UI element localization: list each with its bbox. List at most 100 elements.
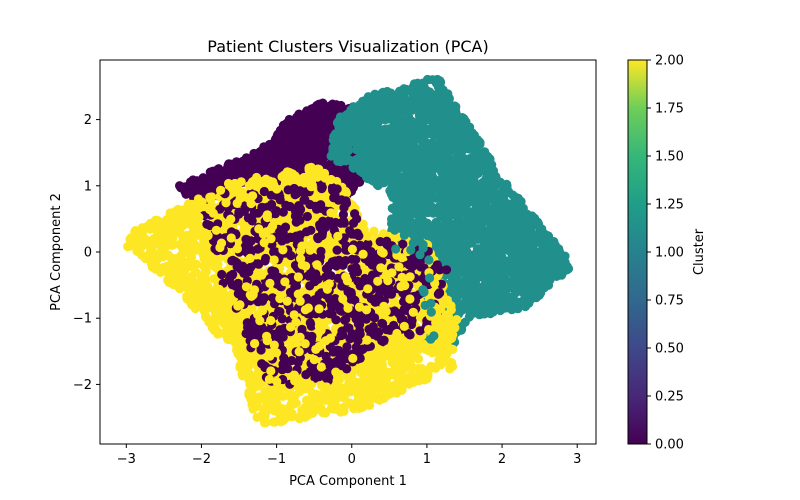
scatter-point [540,264,550,274]
scatter-point [435,76,445,86]
scatter-point [417,91,427,102]
scatter-point [319,111,330,121]
scatter-point [303,110,313,120]
scatter-point [500,283,510,293]
scatter-point [278,125,288,136]
scatter-point [490,261,500,271]
scatter-point [180,182,190,193]
scatter-point [262,163,272,173]
scatter-point [332,101,342,111]
scatter-point [324,161,334,171]
scatter-point [440,242,450,252]
scatter-point [205,167,215,177]
scatter-point [439,226,450,236]
scatter-point [318,141,328,151]
scatter-point [254,161,264,171]
scatter-point [277,159,287,169]
scatter-point [230,168,240,178]
scatter-point [478,256,489,266]
scatter-point [480,201,490,212]
scatter-point [300,156,310,166]
scatter-point [508,249,518,259]
scatter-point [264,139,275,150]
scatter-point [451,220,461,230]
scatter-point [460,138,470,148]
scatter-point [326,122,336,132]
scatter-point [531,258,541,268]
scatter-point [314,99,324,109]
scatter-point [504,296,514,306]
scatter-point [408,125,419,135]
scatter-point [413,117,423,127]
scatter-point [298,139,308,150]
scatter-point [300,149,310,159]
scatter-point [463,298,473,308]
scatter-point [344,172,354,182]
scatter-point [271,134,281,144]
scatter-point [462,207,472,217]
scatter-point [239,165,249,176]
scatter-point [517,296,528,306]
scatter-point [555,266,565,276]
scatter-point [486,237,496,247]
scatter-point [517,223,527,233]
scatter-point [286,125,296,135]
scatter-point [526,218,536,228]
scatter-point [315,120,325,130]
scatter-point [473,244,483,254]
scatter-point [310,153,320,163]
scatter-point [210,173,221,183]
scatter-point [452,241,463,251]
scatter-point [192,182,202,192]
scatter-point [540,229,550,239]
scatter-point [459,114,469,124]
scatter-point [464,312,474,322]
scatter-point [492,303,502,313]
scatter-point [342,109,352,120]
scatter-point [554,256,565,266]
scatter-point [501,229,511,239]
scatter-point [500,274,510,284]
scatter-point [309,138,319,148]
scatter-point [413,354,424,364]
scatter-point [287,151,298,162]
scatter-point [468,159,478,169]
scatter-point [518,203,528,213]
scatter-point [518,269,528,279]
scatter-point [492,252,502,262]
scatter-point [452,169,462,179]
scatter-point [495,177,505,187]
scatter-point [437,182,447,192]
scatter-point [499,215,509,225]
scatter-point [449,191,459,201]
scatter-point [530,272,540,282]
scatter-point [237,158,247,168]
scatter-point [458,181,468,191]
scatter-point [202,177,212,187]
scatter-point [436,152,446,162]
scatter-point [265,153,275,163]
scatter-point [353,177,363,187]
scatter-point [487,288,497,298]
scatter-point [479,150,490,160]
scatter-point [452,293,462,303]
scatter-point [464,279,474,289]
scatter-points [123,74,574,428]
scatter-point [441,174,451,184]
scatter-point [508,220,519,231]
scatter-point [278,147,288,157]
scatter-point [453,145,463,155]
scatter-point [467,223,477,233]
scatter-point [469,195,479,205]
scatter-point [449,258,459,268]
scatter-point [386,185,396,195]
scatter-point [298,127,308,138]
scatter-point [492,197,502,207]
scatter-point [562,262,572,272]
scatter-point [363,92,373,102]
scatter-point [528,246,538,256]
scatter-point [247,156,257,166]
scatter-point [439,142,449,153]
